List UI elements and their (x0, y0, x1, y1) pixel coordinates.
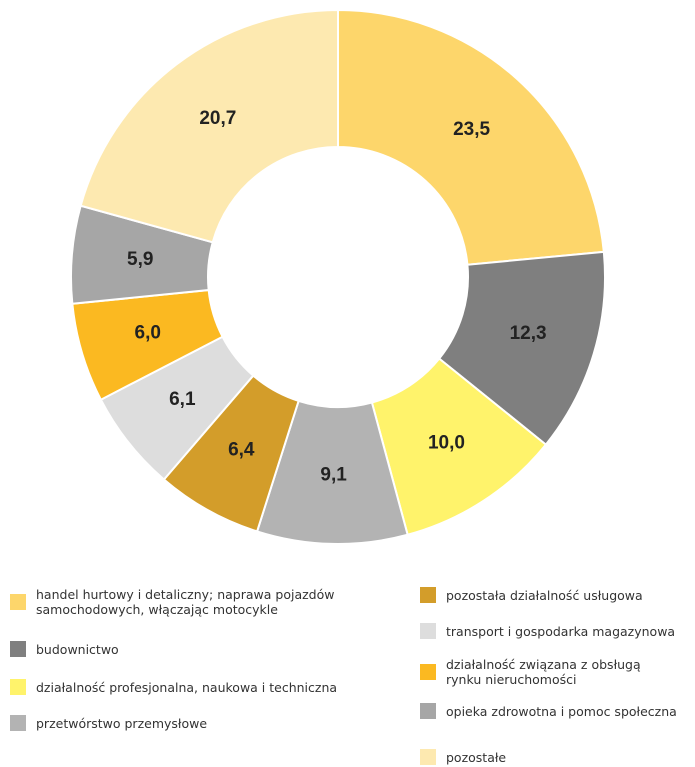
legend-swatch (420, 749, 436, 765)
value-label: 6,1 (169, 389, 196, 410)
legend-label: handel hurtowy i detaliczny; naprawa poj… (36, 587, 335, 617)
legend-label: działalność profesjonalna, naukowa i tec… (36, 679, 338, 695)
legend-swatch (10, 679, 26, 695)
value-label: 23,5 (453, 119, 490, 140)
legend-item: pozostała działalność usługowa (420, 587, 695, 603)
legend-label: transport i gospodarka magazynowa (446, 623, 676, 639)
legend-label: pozostała działalność usługowa (446, 587, 643, 603)
value-label: 9,1 (320, 464, 347, 485)
legend-swatch (10, 594, 26, 610)
legend-label: działalność związana z obsługą rynku nie… (446, 657, 641, 687)
legend-label: opieka zdrowotna i pomoc społeczna (446, 703, 677, 719)
legend-item: działalność profesjonalna, naukowa i tec… (10, 679, 376, 695)
legend-item: pozostałe (420, 749, 695, 765)
legend-item: transport i gospodarka magazynowa (420, 623, 695, 639)
value-label: 6,0 (135, 323, 161, 344)
value-label: 20,7 (199, 108, 236, 129)
legend-swatch (420, 703, 436, 719)
legend-item: budownictwo (10, 641, 376, 657)
chart: 23,5 12,3 10,0 9,1 6,4 6,1 6,0 5,9 20,7 (70, 8, 606, 545)
legend-swatch (420, 587, 436, 603)
value-label: 10,0 (428, 432, 465, 453)
legend-item: opieka zdrowotna i pomoc społeczna (420, 703, 695, 719)
value-label: 12,3 (510, 323, 547, 344)
legend-swatch (420, 664, 436, 680)
legend-swatch (10, 641, 26, 657)
slice (79, 8, 339, 244)
legend-item: handel hurtowy i detaliczny; naprawa poj… (10, 587, 376, 617)
slice (337, 8, 605, 266)
legend-label: budownictwo (36, 641, 119, 657)
legend-swatch (10, 715, 26, 731)
slice (437, 250, 606, 447)
legend-swatch (420, 623, 436, 639)
legend-item: przetwórstwo przemysłowe (10, 715, 376, 731)
legend-label: przetwórstwo przemysłowe (36, 715, 208, 731)
value-label: 5,9 (127, 249, 153, 270)
legend-label: pozostałe (446, 749, 507, 765)
value-label: 6,4 (228, 439, 255, 460)
legend-item: działalność związana z obsługą rynku nie… (420, 657, 646, 687)
